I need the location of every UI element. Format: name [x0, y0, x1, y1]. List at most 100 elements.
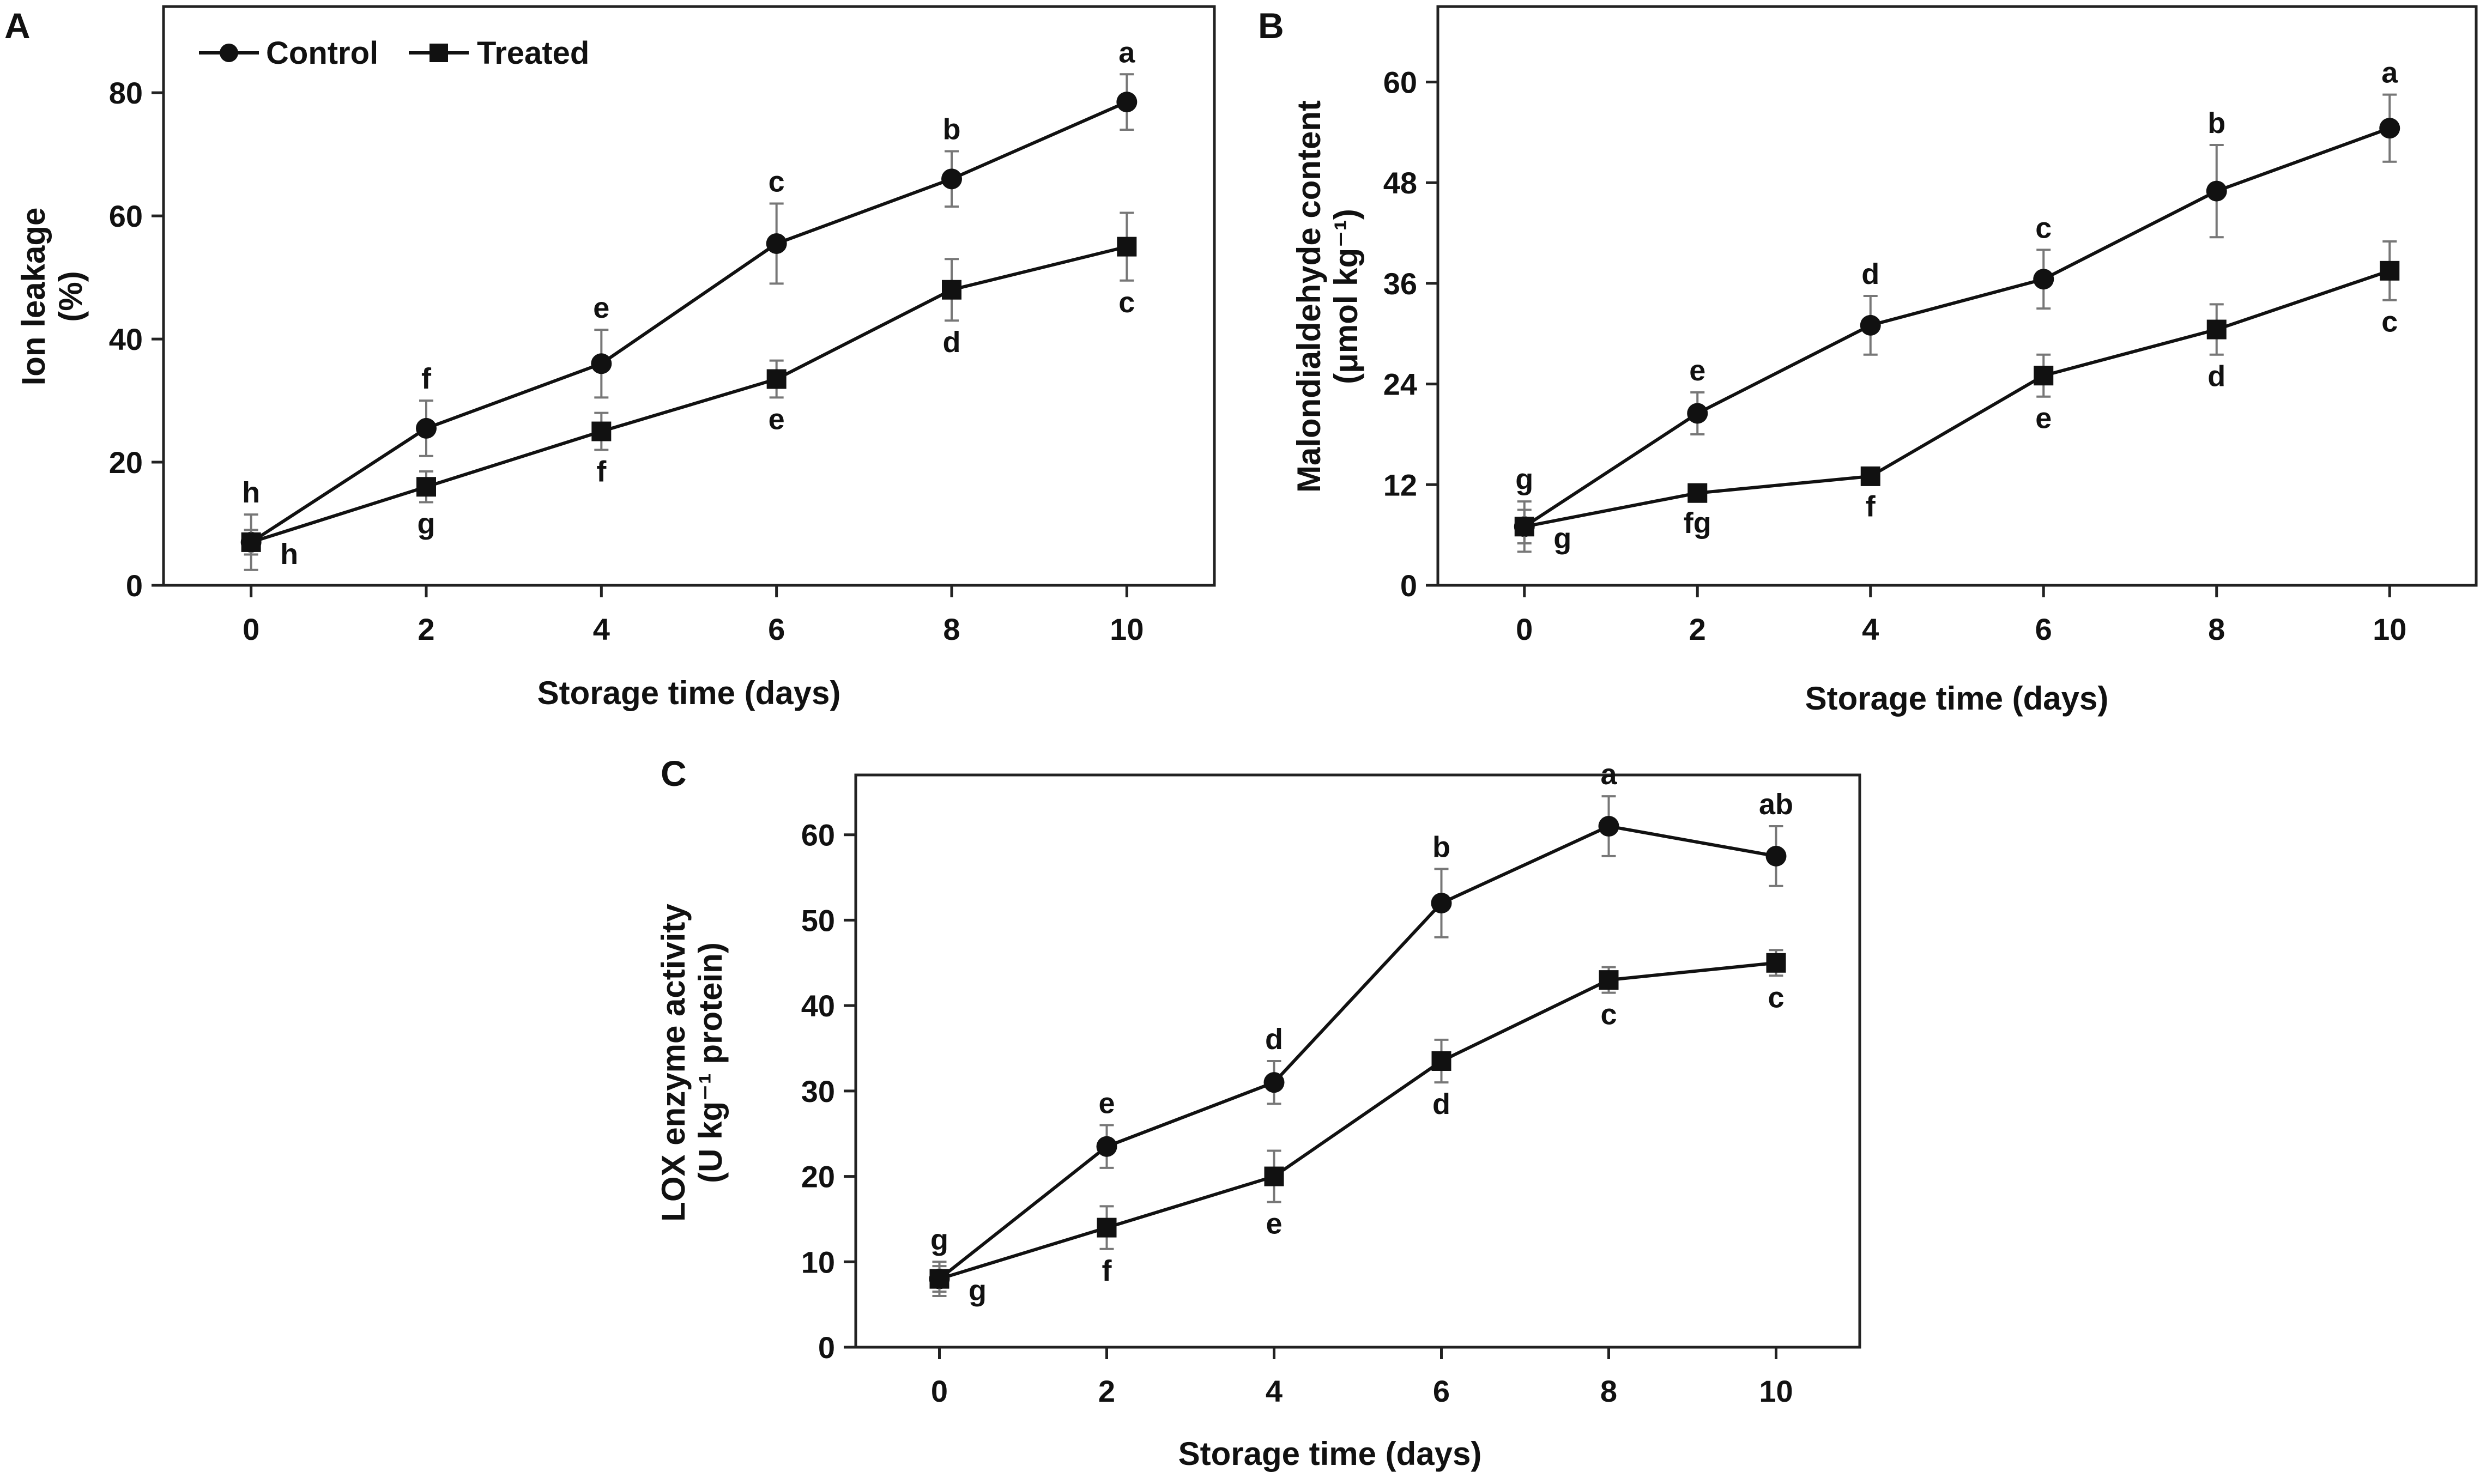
data-point-c-control-5: [1765, 845, 1787, 867]
y-tick-label-b-5: 60: [1383, 65, 1417, 100]
x-tick-label-b-2: 4: [1862, 612, 1879, 646]
x-tick-label-b-4: 8: [2208, 612, 2225, 646]
legend-marker-control: [220, 44, 238, 62]
data-point-c-treated-5: [1766, 953, 1786, 973]
y-tick-label-c-4: 40: [801, 989, 835, 1023]
x-tick-label-a-1: 2: [418, 612, 434, 646]
chart-panel-b: B Storage time (days) Malondialdehyde co…: [1258, 5, 2478, 717]
chart-panel-c: C Storage time (days) LOX enzyme activit…: [655, 753, 1861, 1472]
data-point-a-control-5: [1116, 92, 1138, 113]
y-tick-label-b-4: 48: [1383, 166, 1417, 200]
significance-label-a-control-4: b: [943, 113, 961, 146]
y-tick-label-b-1: 12: [1383, 468, 1417, 502]
panel-letter-a: A: [4, 5, 31, 46]
significance-label-b-control-5: a: [2381, 57, 2398, 89]
chart-panel-a: A Storage time (days) Ion leakage (%) Co…: [4, 5, 1216, 711]
legend-label-treated: Treated: [477, 35, 589, 71]
significance-label-c-control-5: ab: [1759, 788, 1793, 821]
significance-label-a-treated-3: e: [769, 403, 785, 435]
y-tick-label-a-4: 80: [109, 76, 143, 110]
y-tick-label-b-2: 24: [1383, 367, 1417, 402]
y-tick-label-a-1: 20: [109, 445, 143, 480]
data-point-c-treated-0: [929, 1269, 949, 1289]
series-line-a-control: [250, 100, 1128, 544]
x-tick-label-c-0: 0: [931, 1374, 948, 1408]
significance-label-c-treated-1: f: [1102, 1255, 1112, 1287]
y-axis-title-b-line2: (μmol kg⁻¹): [1328, 209, 1364, 384]
panel-letter-b: B: [1258, 5, 1284, 46]
x-tick-label-a-4: 8: [943, 612, 960, 646]
significance-label-c-treated-0: g: [969, 1275, 987, 1307]
x-tick-label-a-0: 0: [243, 612, 259, 646]
data-point-b-treated-5: [2380, 261, 2400, 281]
series-layer-c: g e d b a ab g f e d c c: [929, 758, 1793, 1307]
significance-label-a-control-2: e: [593, 292, 609, 324]
y-tick-label-a-0: 0: [126, 568, 143, 603]
data-point-a-control-1: [416, 417, 437, 439]
series-layer-a: h f e c b a h g f e d c: [240, 36, 1138, 571]
y-tick-label-c-1: 10: [801, 1245, 835, 1279]
significance-label-c-control-1: e: [1098, 1087, 1115, 1120]
data-point-b-control-1: [1687, 403, 1708, 424]
significance-label-b-control-3: c: [2035, 211, 2052, 244]
series-layer-b: g e d c b a g fg f e d c: [1514, 57, 2400, 555]
significance-label-b-treated-2: f: [1866, 490, 1876, 523]
x-axis-title-c: Storage time (days): [1178, 1435, 1482, 1472]
data-point-a-treated-1: [416, 477, 436, 497]
data-point-b-control-3: [2033, 269, 2054, 290]
y-tick-label-b-0: 0: [1400, 568, 1417, 603]
y-axis-title-c-line2: (U kg⁻¹ protein): [692, 942, 729, 1183]
significance-label-a-control-1: f: [421, 362, 432, 395]
significance-label-b-control-2: d: [1861, 258, 1879, 290]
significance-label-c-treated-3: d: [1432, 1088, 1450, 1120]
data-point-c-control-4: [1598, 816, 1619, 837]
y-tick-label-c-2: 20: [801, 1160, 835, 1194]
significance-label-b-control-0: g: [1515, 463, 1533, 496]
significance-label-c-control-0: g: [930, 1223, 948, 1256]
significance-label-a-treated-0: h: [280, 538, 298, 571]
axis-ticks-a: 0 20 40 60 80 0 2 4 6 8 10: [109, 76, 1144, 646]
series-line-b-treated: [1524, 269, 2391, 529]
data-point-c-control-2: [1263, 1072, 1285, 1093]
data-point-c-treated-3: [1431, 1051, 1451, 1071]
plot-frame-a: [162, 5, 1216, 587]
significance-label-b-control-1: e: [1689, 354, 1705, 387]
significance-label-b-treated-3: e: [2035, 402, 2052, 435]
data-point-a-control-4: [941, 168, 962, 190]
x-tick-label-b-3: 6: [2035, 612, 2052, 646]
series-line-a-treated: [250, 245, 1128, 544]
data-point-c-treated-2: [1264, 1166, 1284, 1186]
significance-label-c-treated-4: c: [1600, 998, 1617, 1031]
data-point-c-treated-1: [1097, 1218, 1117, 1238]
data-point-c-control-3: [1431, 893, 1452, 914]
plot-frame-c: [854, 773, 1861, 1349]
x-tick-label-b-0: 0: [1516, 612, 1533, 646]
data-point-b-treated-3: [2034, 366, 2054, 386]
data-point-b-control-2: [1860, 314, 1881, 336]
y-tick-label-a-2: 40: [109, 322, 143, 356]
x-tick-label-b-5: 10: [2373, 612, 2406, 646]
data-point-b-treated-0: [1514, 517, 1534, 537]
legend-marker-treated: [430, 44, 448, 62]
data-point-b-control-4: [2206, 180, 2227, 202]
x-axis-title-a: Storage time (days): [537, 675, 841, 711]
data-point-a-treated-4: [942, 280, 961, 300]
series-line-c-treated: [939, 961, 1776, 1281]
axis-ticks-c: 0 10 20 30 40 50 60 0 2 4 6 8 10: [801, 818, 1793, 1408]
data-point-b-treated-2: [1860, 466, 1880, 486]
data-point-b-control-5: [2379, 118, 2400, 139]
significance-label-c-treated-2: e: [1266, 1208, 1282, 1240]
x-tick-label-c-1: 2: [1098, 1374, 1115, 1408]
y-tick-label-b-3: 36: [1383, 266, 1417, 301]
data-point-a-treated-2: [591, 421, 612, 441]
significance-label-a-treated-5: c: [1118, 286, 1135, 319]
data-point-c-control-1: [1096, 1136, 1117, 1157]
significance-label-c-control-4: a: [1600, 758, 1617, 791]
significance-label-b-control-4: b: [2207, 107, 2225, 140]
y-axis-title-a-line1: Ion leakage: [15, 208, 52, 386]
x-tick-label-c-3: 6: [1433, 1374, 1450, 1408]
significance-label-a-control-0: h: [242, 476, 260, 509]
significance-label-a-treated-2: f: [596, 455, 607, 488]
series-line-c-control: [938, 825, 1777, 1280]
